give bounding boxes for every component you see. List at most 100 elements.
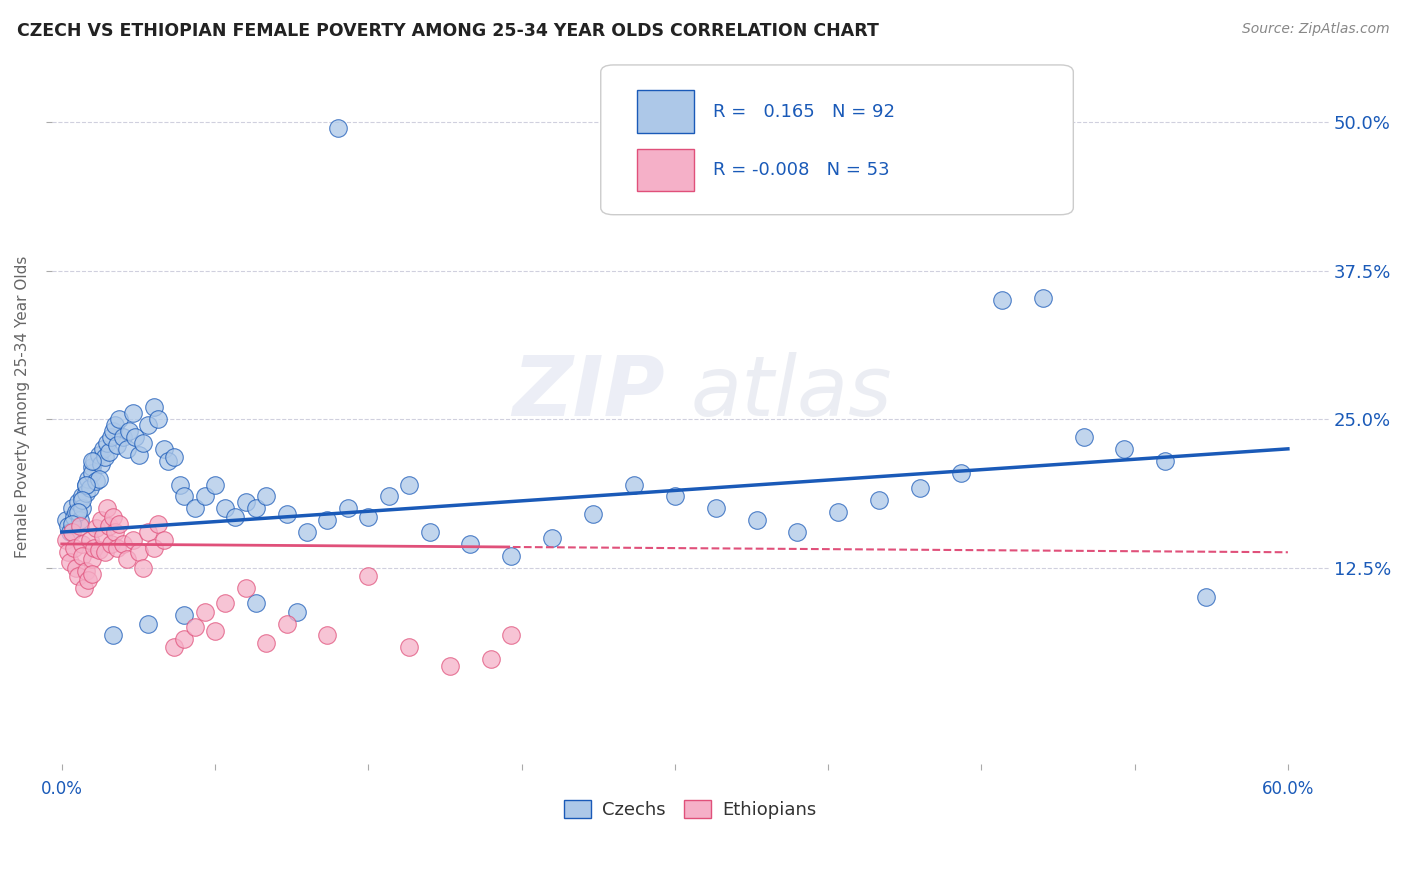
Point xyxy=(194,605,217,619)
Point xyxy=(101,628,124,642)
Point xyxy=(868,492,890,507)
Point xyxy=(173,608,195,623)
Point xyxy=(91,442,114,456)
Point xyxy=(118,424,141,438)
Point xyxy=(83,541,105,555)
Point xyxy=(214,596,236,610)
Point xyxy=(77,573,100,587)
Point xyxy=(460,537,482,551)
Point xyxy=(87,472,110,486)
Point xyxy=(204,477,226,491)
Point xyxy=(70,501,93,516)
Point xyxy=(377,489,399,503)
Point xyxy=(96,436,118,450)
Point xyxy=(235,581,257,595)
Point xyxy=(1195,591,1218,605)
Point xyxy=(73,581,96,595)
Point xyxy=(316,628,339,642)
Point xyxy=(67,569,90,583)
Point xyxy=(254,635,277,649)
Text: R = -0.008   N = 53: R = -0.008 N = 53 xyxy=(713,161,890,179)
Point xyxy=(115,552,138,566)
Point xyxy=(142,401,165,415)
Point xyxy=(704,501,727,516)
Point xyxy=(93,545,115,559)
Point xyxy=(82,466,104,480)
FancyBboxPatch shape xyxy=(637,149,695,191)
Point xyxy=(122,533,145,548)
Point xyxy=(136,418,159,433)
Point xyxy=(357,509,380,524)
Point xyxy=(104,418,127,433)
Point xyxy=(90,513,112,527)
Point xyxy=(245,596,267,610)
Point xyxy=(100,430,122,444)
Point xyxy=(949,466,972,480)
Point xyxy=(827,505,849,519)
Point xyxy=(63,541,86,555)
Point xyxy=(75,477,97,491)
Point xyxy=(90,458,112,472)
Point xyxy=(96,501,118,516)
Point xyxy=(398,477,420,491)
Point xyxy=(173,489,195,503)
Point xyxy=(69,519,91,533)
Point xyxy=(1073,430,1095,444)
Point xyxy=(169,477,191,491)
Point xyxy=(75,477,97,491)
Point xyxy=(75,564,97,578)
Point xyxy=(357,569,380,583)
Point xyxy=(108,516,131,531)
Point xyxy=(419,524,441,539)
Point xyxy=(67,505,90,519)
Point xyxy=(623,477,645,491)
Point xyxy=(664,489,686,503)
Point xyxy=(93,450,115,465)
Point xyxy=(173,632,195,646)
Point xyxy=(991,293,1014,308)
Text: CZECH VS ETHIOPIAN FEMALE POVERTY AMONG 25-34 YEAR OLDS CORRELATION CHART: CZECH VS ETHIOPIAN FEMALE POVERTY AMONG … xyxy=(17,22,879,40)
Point xyxy=(79,533,101,548)
Point xyxy=(105,541,128,555)
Point xyxy=(136,524,159,539)
Point xyxy=(67,495,90,509)
Point xyxy=(112,430,135,444)
Point xyxy=(60,516,83,531)
Point xyxy=(70,537,93,551)
Point xyxy=(316,513,339,527)
Point xyxy=(63,509,86,524)
Point xyxy=(142,541,165,555)
Point xyxy=(91,528,114,542)
Point xyxy=(1032,291,1054,305)
Point xyxy=(82,566,104,581)
Point xyxy=(1114,442,1136,456)
Point xyxy=(501,549,523,563)
Point xyxy=(745,513,768,527)
Point xyxy=(101,509,124,524)
Point xyxy=(105,438,128,452)
Point xyxy=(582,507,605,521)
Text: R =   0.165   N = 92: R = 0.165 N = 92 xyxy=(713,103,896,120)
Point xyxy=(56,545,79,559)
Point xyxy=(285,605,308,619)
Point xyxy=(65,505,87,519)
Point xyxy=(70,549,93,563)
Point xyxy=(214,501,236,516)
Point xyxy=(235,495,257,509)
Text: atlas: atlas xyxy=(690,352,891,434)
Point xyxy=(336,501,359,516)
Point xyxy=(128,545,150,559)
Point xyxy=(128,448,150,462)
Y-axis label: Female Poverty Among 25-34 Year Olds: Female Poverty Among 25-34 Year Olds xyxy=(15,256,30,558)
Point xyxy=(146,516,169,531)
Point xyxy=(124,430,146,444)
Point xyxy=(82,459,104,474)
Point xyxy=(245,501,267,516)
Point xyxy=(183,620,205,634)
Point xyxy=(60,524,83,539)
Point xyxy=(153,442,176,456)
Point xyxy=(104,524,127,539)
Point xyxy=(136,616,159,631)
Point xyxy=(132,436,155,450)
Point xyxy=(97,445,120,459)
